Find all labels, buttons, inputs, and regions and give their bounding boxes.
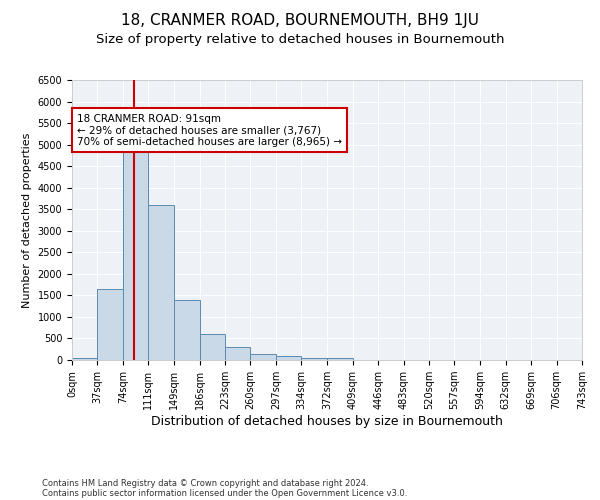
Bar (250, 354, 276, 360)
X-axis label: Distribution of detached houses by size in Bournemouth: Distribution of detached houses by size … (151, 415, 503, 428)
Bar (200, 334, 225, 360)
Text: Contains HM Land Registry data © Crown copyright and database right 2024.: Contains HM Land Registry data © Crown c… (42, 478, 368, 488)
Text: 18, CRANMER ROAD, BOURNEMOUTH, BH9 1JU: 18, CRANMER ROAD, BOURNEMOUTH, BH9 1JU (121, 12, 479, 28)
Y-axis label: Number of detached properties: Number of detached properties (22, 132, 32, 308)
Text: Contains public sector information licensed under the Open Government Licence v3: Contains public sector information licen… (42, 488, 407, 498)
Bar (328, 358, 353, 360)
Bar (225, 347, 250, 360)
Text: 18 CRANMER ROAD: 91sqm
← 29% of detached houses are smaller (3,767)
70% of semi-: 18 CRANMER ROAD: 91sqm ← 29% of detached… (77, 114, 342, 147)
Bar (97, 289, 123, 360)
Bar (123, 140, 148, 360)
Bar (72, 358, 97, 360)
Bar (174, 300, 200, 360)
Text: Size of property relative to detached houses in Bournemouth: Size of property relative to detached ho… (96, 32, 504, 46)
Bar (276, 356, 301, 360)
Bar (301, 358, 328, 360)
Bar (148, 205, 174, 360)
